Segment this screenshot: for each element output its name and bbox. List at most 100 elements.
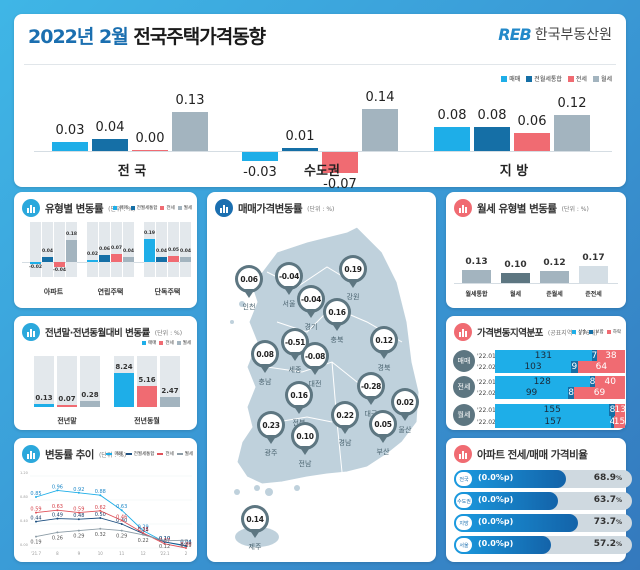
ratio-bar: 지방 (0.0%p) 73.7% [454,514,632,532]
svg-text:0.62: 0.62 [95,505,106,511]
ratio-bar: 전국 (0.0%p) 68.9% [454,470,632,488]
type-panel: 유형별 변동률 (단위 : %) 매매 전월세통합 전세 월세 -0.02 0.0… [14,192,197,308]
map-pin[interactable]: 0.16 [285,381,313,417]
svg-text:0.03: 0.03 [180,540,191,546]
legend-sale: 매매 [501,74,520,83]
dist-seg-up: 155 [495,404,610,416]
map-pin-icon: -0.04 [275,262,303,290]
bar-track [30,222,41,277]
map-region-label: 대구 [364,410,378,418]
dist-row: 155 8 13 [495,404,626,416]
pin-tail [399,412,411,421]
ratio-panel-title: 아파트 전세/매매 가격비율 [477,448,588,461]
ratio-region-tag: 서울 [456,538,472,552]
yoy-bar [160,396,180,407]
type-bar-value: 0.18 [65,232,78,238]
summary-bar-value: 0.13 [175,93,205,108]
svg-text:0.29: 0.29 [116,534,127,540]
svg-text:9: 9 [78,551,81,556]
bar-track [54,222,65,277]
map-pin-value: -0.04 [278,265,300,287]
pin-tail [299,446,311,455]
pin-tail [293,405,305,414]
rent-bar-value: 0.17 [582,253,605,263]
svg-text:0.96: 0.96 [52,484,63,490]
map-pin-icon: 0.19 [339,255,367,283]
dist-seg-flat: 7 [591,350,598,362]
dist-period-label: '22.01 [477,353,496,360]
dist-seg-down: 38 [596,350,625,362]
type-bar-value: 0.04 [155,249,168,255]
svg-text:12: 12 [141,551,147,556]
summary-bar-value: 0.01 [285,129,315,144]
map-pin[interactable]: 0.05 [369,410,397,446]
type-bar [111,253,122,262]
rent-panel-unit: (단위 : %) [561,205,589,213]
dist-period-label: '22.01 [477,379,496,386]
map-pin-value: 0.16 [288,384,310,406]
pin-tail [339,425,351,434]
map-pin[interactable]: -0.08 [301,342,329,378]
map-pin[interactable]: 0.06 [235,265,263,301]
map-pin-icon: 0.12 [370,326,398,354]
svg-text:0.59: 0.59 [30,507,41,513]
dist-seg-flat: 9 [571,361,578,373]
map-panel-unit: (단위 : %) [307,205,335,213]
map-pin[interactable]: 0.16 [323,298,351,334]
chart-icon [22,199,40,217]
map-pin-value: 0.05 [372,413,394,435]
svg-text:0.88: 0.88 [95,489,106,495]
yoy-bar [80,401,100,407]
divider [24,64,616,65]
map-pin[interactable]: 0.10 [291,422,319,458]
map-pin[interactable]: 0.02 [391,388,419,424]
legend-combined: 전월세통합 [526,74,562,83]
dist-seg-flat: 8 [609,404,616,416]
map-pin[interactable]: 0.12 [370,326,398,362]
map-pin[interactable]: -0.28 [357,372,385,408]
rent-bar-label: 준전세 [585,291,602,298]
rent-bar-value: 0.12 [543,258,566,268]
map-pin[interactable]: -0.04 [275,262,303,298]
map-pin[interactable]: -0.51 [281,328,309,364]
bar-track [168,222,179,277]
dist-panel: 가격변동지역분포 (공표지역 : 176개) 상승 보합 하락 매매'22.01… [446,316,626,430]
yoy-legend: 매매 전세 월세 [142,340,191,346]
summary-bar [172,112,208,151]
map-pin[interactable]: -0.04 [297,285,325,321]
map-region-label: 인천 [242,303,256,311]
trend-line-chart: 1.200.800.400.00'21.7 8 9 10 11 12'22.1 20.850… [20,471,192,556]
logo-name: 한국부동산원 [534,27,612,43]
map-pin[interactable]: 0.14 [241,505,269,541]
type-panel-header: 유형별 변동률 (단위 : %) [22,199,135,217]
yoy-panel-title: 전년말·전년동월대비 변동률 [45,328,150,339]
map-pin-icon: -0.28 [357,372,385,400]
bar-track [156,222,167,277]
pin-tail [378,350,390,359]
map-pin[interactable]: 0.22 [331,401,359,437]
yoy-panel: 전년말·전년동월대비 변동률 (단위 : %) 매매 전세 월세 0.13 0.0… [14,316,197,430]
type-bar-value: 0.04 [41,249,54,255]
summary-bar-value: 0.03 [55,123,85,138]
type-bar-value: -0.02 [29,265,42,271]
map-pin[interactable]: 0.23 [257,411,285,447]
svg-text:0.40: 0.40 [20,519,28,523]
dist-seg-up: 131 [495,350,592,362]
pin-tail [289,352,301,361]
map-pin[interactable]: 0.19 [339,255,367,291]
type-bar [180,257,191,262]
svg-text:2: 2 [185,551,188,556]
bar-track [57,356,77,407]
rent-bar [501,273,530,283]
ratio-fill [454,470,566,488]
map-pin[interactable]: 0.08 [251,340,279,376]
chart-icon [215,199,233,217]
bar-track [180,222,191,277]
rent-bar [540,271,569,283]
map-pin-value: 0.22 [334,404,356,426]
summary-bar-value: 0.00 [135,131,165,146]
type-bar [42,257,53,262]
yoy-bar [57,405,77,407]
bar-track [42,222,53,277]
summary-bar-value: 0.08 [477,108,507,123]
